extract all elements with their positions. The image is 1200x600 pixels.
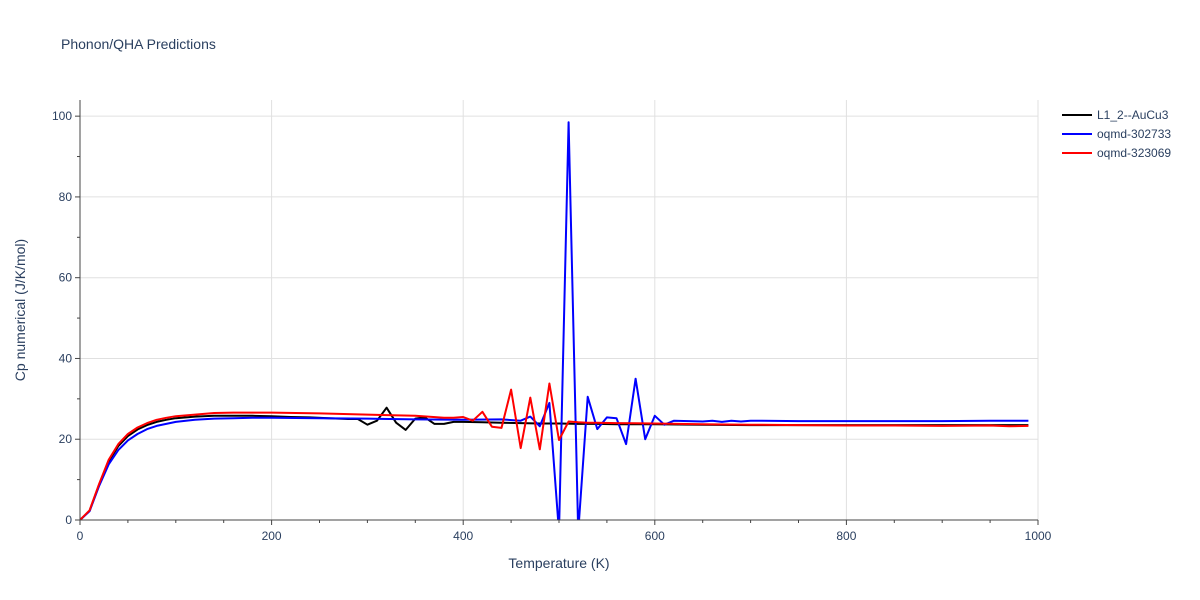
legend[interactable]: L1_2--AuCu3 oqmd-302733 oqmd-323069 bbox=[1062, 108, 1171, 160]
x-tick-label: 800 bbox=[836, 529, 856, 543]
x-tick-label: 1000 bbox=[1025, 529, 1052, 543]
axes bbox=[75, 100, 1039, 525]
x-tick-label: 200 bbox=[262, 529, 282, 543]
x-tick-label: 600 bbox=[645, 529, 665, 543]
legend-label: oqmd-323069 bbox=[1097, 146, 1171, 160]
y-tick-labels: 0 20 40 60 80 100 bbox=[52, 109, 72, 527]
x-axis-title: Temperature (K) bbox=[508, 555, 609, 571]
legend-item[interactable]: L1_2--AuCu3 bbox=[1062, 108, 1169, 122]
series-line-2 bbox=[80, 121, 1029, 520]
x-tick-label: 0 bbox=[77, 529, 84, 543]
legend-label: L1_2--AuCu3 bbox=[1097, 108, 1169, 122]
legend-label: oqmd-302733 bbox=[1097, 127, 1171, 141]
series-lines bbox=[80, 121, 1029, 520]
y-tick-label: 60 bbox=[59, 271, 73, 285]
y-tick-label: 20 bbox=[59, 432, 73, 446]
y-tick-label: 100 bbox=[52, 109, 72, 123]
y-tick-label: 40 bbox=[59, 351, 73, 365]
y-tick-label: 80 bbox=[59, 190, 73, 204]
y-axis-title: Cp numerical (J/K/mol) bbox=[12, 239, 28, 381]
x-tick-label: 400 bbox=[453, 529, 473, 543]
legend-item[interactable]: oqmd-302733 bbox=[1062, 127, 1171, 141]
x-tick-labels: 0 200 400 600 800 1000 bbox=[77, 529, 1052, 543]
chart-title: Phonon/QHA Predictions bbox=[61, 36, 216, 52]
y-tick-label: 0 bbox=[65, 513, 72, 527]
legend-item[interactable]: oqmd-323069 bbox=[1062, 146, 1171, 160]
series-line-3 bbox=[80, 382, 1029, 520]
grid-lines bbox=[80, 100, 1039, 520]
